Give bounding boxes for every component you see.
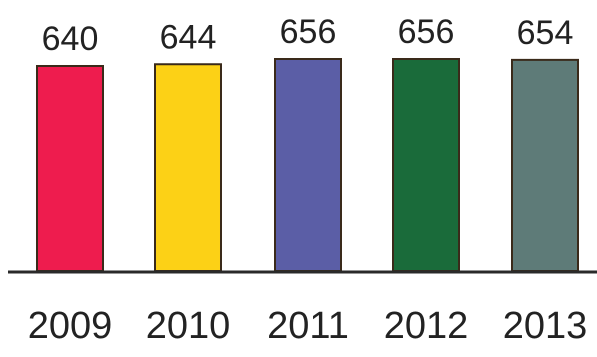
value-label-2010: 644 xyxy=(160,18,217,56)
value-label-2011: 656 xyxy=(280,13,337,51)
x-tick-label-2010: 2010 xyxy=(146,305,231,347)
bar-2013 xyxy=(511,58,579,272)
bar-2010 xyxy=(154,63,222,272)
bar-2012 xyxy=(392,58,460,272)
bars-group xyxy=(36,58,579,272)
x-tick-label-2011: 2011 xyxy=(267,305,349,347)
bar-2009 xyxy=(36,65,104,272)
x-tick-label-2009: 2009 xyxy=(28,305,113,347)
x-tick-labels-group: 2009 2010 2011 2012 2013 xyxy=(28,305,588,347)
value-label-2013: 654 xyxy=(517,14,574,52)
x-tick-label-2012: 2012 xyxy=(384,305,469,347)
value-labels-group: 640 644 656 656 654 xyxy=(42,13,574,58)
value-label-2009: 640 xyxy=(42,20,99,58)
value-label-2012: 656 xyxy=(398,13,455,51)
x-tick-label-2013: 2013 xyxy=(503,305,588,347)
bar-2011 xyxy=(274,58,342,272)
